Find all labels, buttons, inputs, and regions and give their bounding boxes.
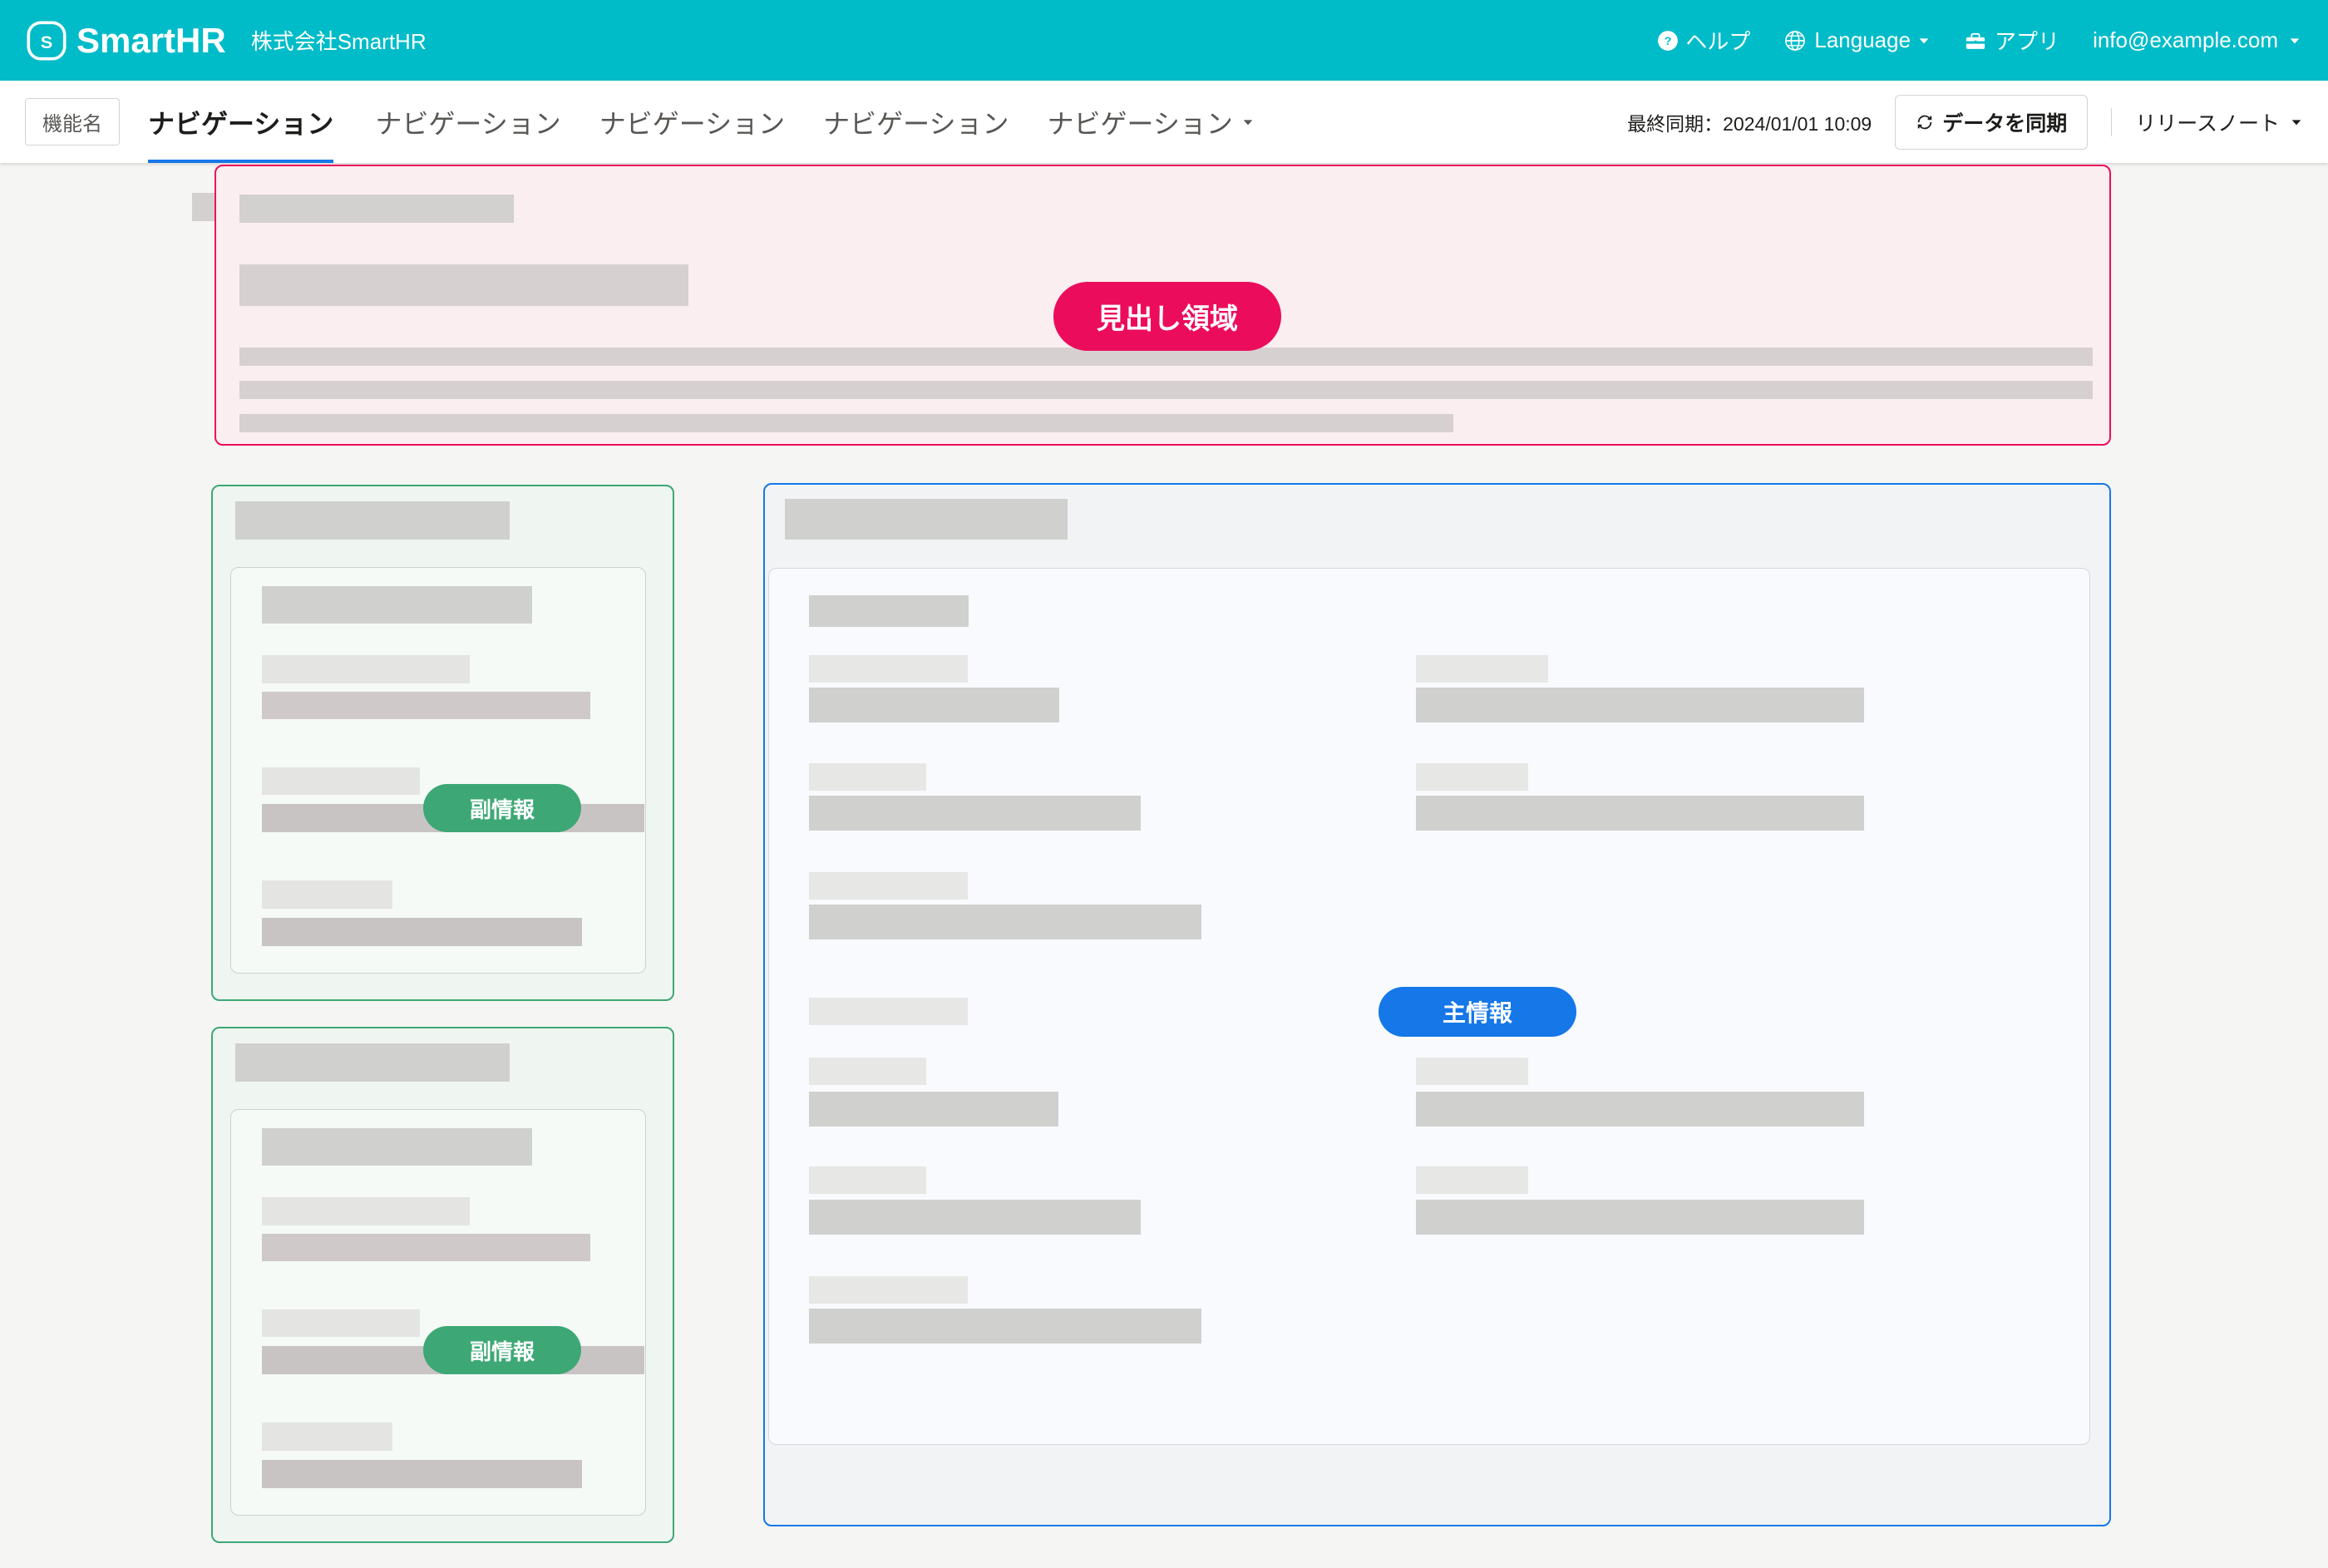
svg-text:?: ?: [1665, 34, 1672, 47]
svg-text:S: S: [41, 32, 52, 52]
